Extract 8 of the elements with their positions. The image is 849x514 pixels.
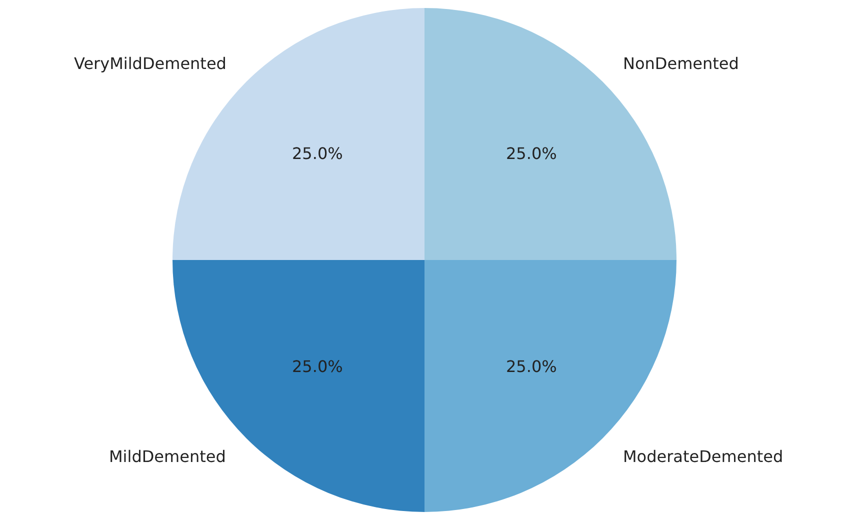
data-label: 25.0% <box>506 357 557 376</box>
slice-label: MildDemented <box>109 447 226 466</box>
slice-label: NonDemented <box>623 54 739 73</box>
data-label: 25.0% <box>506 144 557 163</box>
slice-label: VeryMildDemented <box>74 54 226 73</box>
data-label: 25.0% <box>292 144 343 163</box>
data-label: 25.0% <box>292 357 343 376</box>
slice-label: ModerateDemented <box>623 447 784 466</box>
